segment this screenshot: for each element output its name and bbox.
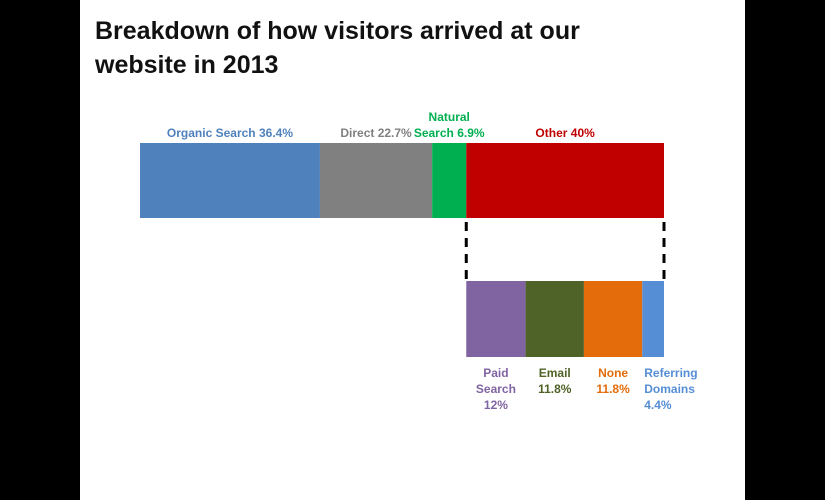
label-text: 11.8% xyxy=(538,382,572,396)
bar-segment xyxy=(583,281,643,357)
segment-label: None 11.8% xyxy=(585,365,641,397)
segment-label: Direct 22.7% xyxy=(321,125,431,141)
bar-segment xyxy=(466,281,526,357)
label-text: 12% xyxy=(483,398,508,412)
label-text: 22.7% xyxy=(377,126,412,140)
label-text: 40% xyxy=(570,126,595,140)
label-text: 4.4% xyxy=(644,398,672,412)
label-text: 6.9% xyxy=(457,126,485,140)
chart-title: Breakdown of how visitors arrived at our… xyxy=(95,17,580,79)
label-text: Paid Search xyxy=(475,366,516,396)
segment-label: Other 40% xyxy=(515,125,615,141)
segment-label: Natural Search 6.9% xyxy=(409,109,489,141)
bar-segment xyxy=(140,143,320,218)
segment-label: Paid Search 12% xyxy=(468,365,524,413)
label-text: Organic Search xyxy=(166,126,256,140)
label-text: 36.4% xyxy=(258,126,294,140)
label-text: None xyxy=(598,366,629,380)
segment-label: Organic Search 36.4% xyxy=(150,125,310,141)
label-text: Email xyxy=(538,366,571,380)
segment-label: Referring Domains 4.4% xyxy=(644,365,710,413)
bar-segment xyxy=(525,281,584,357)
segment-label: Email 11.8% xyxy=(527,365,583,397)
label-text: Natural Search xyxy=(413,110,470,140)
bar-segment xyxy=(466,143,664,218)
label-text: Referring Domains xyxy=(644,366,698,396)
bar-segment xyxy=(642,281,664,357)
bar-segment xyxy=(319,143,433,218)
slide xyxy=(80,0,745,500)
label-text: Other xyxy=(535,126,568,140)
label-text: 11.8% xyxy=(596,382,630,396)
label-text: Direct xyxy=(340,126,375,140)
bar-segment xyxy=(432,143,467,218)
